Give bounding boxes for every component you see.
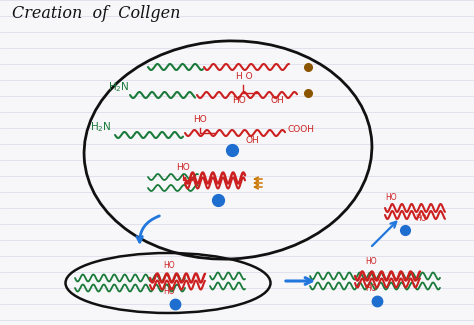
Text: OH: OH <box>246 136 260 145</box>
Text: COOH: COOH <box>288 125 315 134</box>
Text: HO: HO <box>232 96 246 105</box>
Text: HO: HO <box>385 193 397 202</box>
Text: Creation  of  Collgen: Creation of Collgen <box>12 5 181 22</box>
Text: HO: HO <box>365 284 377 293</box>
Text: HO: HO <box>163 261 174 270</box>
Text: OH: OH <box>271 96 285 105</box>
Text: HO: HO <box>365 257 377 266</box>
Text: H$_2$N: H$_2$N <box>108 80 129 94</box>
Text: HO: HO <box>163 287 174 296</box>
Text: HO: HO <box>415 214 427 223</box>
Text: HO: HO <box>193 115 207 124</box>
Text: HO: HO <box>176 163 190 172</box>
Text: H O: H O <box>236 72 253 81</box>
Text: H$_2$N: H$_2$N <box>90 120 111 134</box>
